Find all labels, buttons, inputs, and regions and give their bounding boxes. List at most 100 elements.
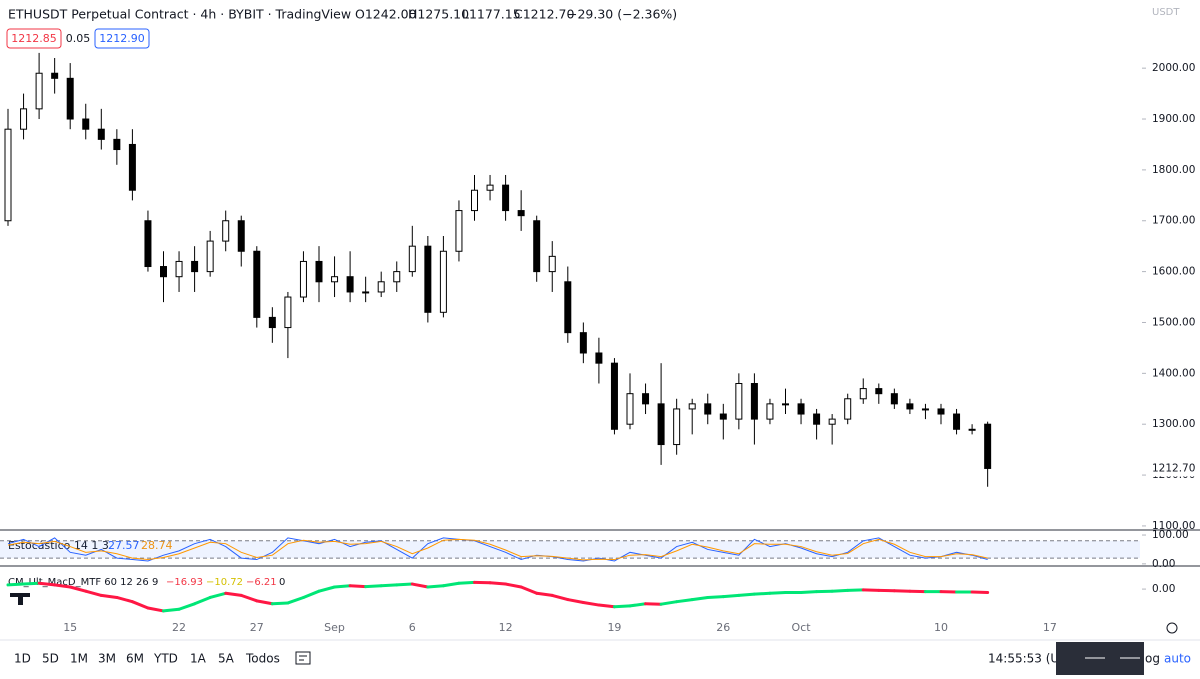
y-tick-label: 1400.00 <box>1152 367 1195 379</box>
candle-body <box>891 394 897 404</box>
candle-body <box>129 144 135 190</box>
ask: 1212.90 <box>99 32 145 45</box>
macd-segment <box>381 585 397 586</box>
candle-body <box>316 261 322 281</box>
macd-segment <box>55 585 71 587</box>
macd-segment <box>599 605 615 607</box>
x-tick-label: 27 <box>250 621 264 634</box>
y-tick-label: 0.00 <box>1152 558 1175 570</box>
candle-body <box>238 221 244 252</box>
candle-body <box>254 251 260 317</box>
macd-segment <box>397 584 413 585</box>
macd-value: −10.72 <box>206 577 243 588</box>
x-tick-label: Sep <box>324 621 345 634</box>
candle-body <box>98 129 104 139</box>
candle-body <box>767 404 773 419</box>
candle-body <box>456 211 462 252</box>
candle-body <box>300 261 306 297</box>
spread: 0.05 <box>66 32 91 45</box>
candle-body <box>798 404 804 414</box>
candle-body <box>440 251 446 312</box>
x-tick-label: 12 <box>499 621 513 634</box>
candle-body <box>223 221 229 241</box>
macd-value: 0 <box>279 577 285 588</box>
candle-body <box>378 282 384 292</box>
range-button[interactable]: 3M <box>98 652 116 666</box>
candle-body <box>876 389 882 394</box>
macd-value: −16.93 <box>166 577 203 588</box>
macd-segment <box>164 609 180 611</box>
candle-body <box>269 317 275 327</box>
y-tick-label: 1900.00 <box>1152 113 1195 125</box>
y-tick-label: 0.00 <box>1152 583 1175 595</box>
macd-segment <box>8 584 24 585</box>
x-tick-label: Oct <box>792 621 812 634</box>
candle-body <box>565 282 571 333</box>
candle-body <box>394 272 400 282</box>
candle-body <box>176 261 182 276</box>
bid: 1212.85 <box>11 32 57 45</box>
y-tick-label: 1500.00 <box>1152 316 1195 328</box>
candle-body <box>814 414 820 424</box>
candle-body <box>145 221 151 267</box>
macd-segment <box>350 586 366 587</box>
candle-body <box>83 119 89 129</box>
y-tick-label: 1700.00 <box>1152 215 1195 227</box>
candle-body <box>285 297 291 328</box>
x-tick-label: 19 <box>607 621 621 634</box>
range-button[interactable]: 1D <box>14 652 31 666</box>
x-tick-label: 10 <box>934 621 948 634</box>
candle-body <box>829 419 835 424</box>
candle-body <box>161 267 167 277</box>
candle-body <box>67 78 73 119</box>
macd-segment <box>226 593 242 595</box>
ohlc-high: H1275.10 <box>408 7 469 22</box>
candle-body <box>922 409 928 410</box>
candle-body <box>425 246 431 312</box>
macd-segment <box>39 583 55 585</box>
range-button[interactable]: YTD <box>153 652 178 666</box>
candle-body <box>736 384 742 420</box>
macd-segment <box>24 583 40 584</box>
macd-segment <box>630 604 646 606</box>
ohlc-low: L1177.15 <box>462 7 521 22</box>
macd-segment <box>692 597 708 599</box>
range-button[interactable]: 6M <box>126 652 144 666</box>
x-tick-label: 17 <box>1043 621 1057 634</box>
candle-body <box>192 261 198 271</box>
candle-body <box>705 404 711 414</box>
log-toggle[interactable]: og <box>1145 652 1160 666</box>
range-button[interactable]: Todos <box>245 652 280 666</box>
clock: 14:55:53 (U <box>988 652 1059 666</box>
candle-body <box>627 394 633 425</box>
candle-body <box>21 109 27 129</box>
candle-body <box>549 256 555 271</box>
range-button[interactable]: 5A <box>218 652 235 666</box>
macd-segment <box>832 590 848 591</box>
x-tick-label: 15 <box>63 621 77 634</box>
candle-body <box>611 363 617 429</box>
candle-body <box>580 333 586 353</box>
currency[interactable]: USDT <box>1152 7 1180 18</box>
range-button[interactable]: 1M <box>70 652 88 666</box>
y-tick-label: 1800.00 <box>1152 164 1195 176</box>
candle-body <box>783 404 789 405</box>
x-tick-label: 26 <box>716 621 730 634</box>
candle-body <box>596 353 602 363</box>
candle-body <box>409 246 415 271</box>
macd-segment <box>428 586 444 587</box>
macd-segment <box>614 606 630 607</box>
range-button[interactable]: 5D <box>42 652 59 666</box>
y-tick-label: 100.00 <box>1152 529 1189 541</box>
macd-segment <box>708 597 724 598</box>
x-tick-label: 22 <box>172 621 186 634</box>
auto-toggle[interactable]: auto <box>1164 652 1191 666</box>
macd-segment <box>677 600 693 602</box>
candle-body <box>114 139 120 149</box>
candle-body <box>52 73 58 78</box>
y-tick-label: 2000.00 <box>1152 62 1195 74</box>
ohlc-change: −29.30 (−2.36%) <box>567 7 677 22</box>
candle-body <box>36 73 42 109</box>
range-button[interactable]: 1A <box>190 652 207 666</box>
